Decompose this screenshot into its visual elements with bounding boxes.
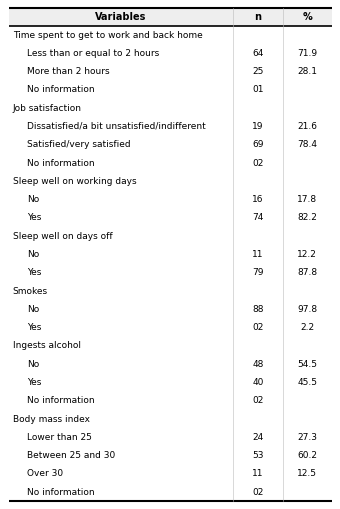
Text: No information: No information <box>27 397 95 405</box>
Text: Ingests alcohol: Ingests alcohol <box>13 342 81 350</box>
Text: %: % <box>302 12 312 22</box>
Text: 71.9: 71.9 <box>297 49 317 58</box>
Text: 87.8: 87.8 <box>297 268 317 277</box>
Text: 45.5: 45.5 <box>297 378 317 387</box>
Text: Over 30: Over 30 <box>27 469 63 478</box>
Text: 88: 88 <box>252 305 264 314</box>
Text: No: No <box>27 305 39 314</box>
Text: No information: No information <box>27 86 95 95</box>
Text: 21.6: 21.6 <box>297 122 317 131</box>
Text: Sleep well on working days: Sleep well on working days <box>13 177 136 186</box>
Text: Satisfied/very satisfied: Satisfied/very satisfied <box>27 140 131 149</box>
Text: 25: 25 <box>252 67 264 76</box>
Text: No: No <box>27 360 39 369</box>
Text: Yes: Yes <box>27 378 41 387</box>
Text: 12.2: 12.2 <box>298 250 317 259</box>
Text: 60.2: 60.2 <box>297 451 317 460</box>
Text: 02: 02 <box>252 159 264 167</box>
Text: 97.8: 97.8 <box>297 305 317 314</box>
Text: 02: 02 <box>252 397 264 405</box>
Text: Between 25 and 30: Between 25 and 30 <box>27 451 116 460</box>
Text: 48: 48 <box>252 360 264 369</box>
Text: 28.1: 28.1 <box>297 67 317 76</box>
Text: No: No <box>27 250 39 259</box>
Text: 40: 40 <box>252 378 264 387</box>
Text: Yes: Yes <box>27 323 41 332</box>
Text: 17.8: 17.8 <box>297 195 317 204</box>
Text: 16: 16 <box>252 195 264 204</box>
Text: n: n <box>255 12 261 22</box>
Text: More than 2 hours: More than 2 hours <box>27 67 110 76</box>
Text: 54.5: 54.5 <box>297 360 317 369</box>
Text: 11: 11 <box>252 469 264 478</box>
Text: 12.5: 12.5 <box>297 469 317 478</box>
Bar <box>8 8 332 26</box>
Text: No information: No information <box>27 488 95 497</box>
Text: 74: 74 <box>252 213 264 222</box>
Text: 11: 11 <box>252 250 264 259</box>
Text: 82.2: 82.2 <box>298 213 317 222</box>
Text: 24: 24 <box>252 433 264 442</box>
Text: Sleep well on days off: Sleep well on days off <box>13 232 112 241</box>
Text: 64: 64 <box>252 49 264 58</box>
Text: Job satisfaction: Job satisfaction <box>13 104 82 112</box>
Text: Variables: Variables <box>95 12 147 22</box>
Text: No: No <box>27 195 39 204</box>
Text: 69: 69 <box>252 140 264 149</box>
Text: Dissatisfied/a bit unsatisfied/indifferent: Dissatisfied/a bit unsatisfied/indiffere… <box>27 122 206 131</box>
Text: No information: No information <box>27 159 95 167</box>
Text: Time spent to get to work and back home: Time spent to get to work and back home <box>13 31 202 40</box>
Text: 19: 19 <box>252 122 264 131</box>
Text: 2.2: 2.2 <box>300 323 315 332</box>
Text: 27.3: 27.3 <box>297 433 317 442</box>
Text: 79: 79 <box>252 268 264 277</box>
Text: Body mass index: Body mass index <box>13 414 89 423</box>
Text: 53: 53 <box>252 451 264 460</box>
Text: Smokes: Smokes <box>13 287 48 296</box>
Text: 78.4: 78.4 <box>297 140 317 149</box>
Text: 02: 02 <box>252 488 264 497</box>
Text: 01: 01 <box>252 86 264 95</box>
Text: Yes: Yes <box>27 268 41 277</box>
Text: Lower than 25: Lower than 25 <box>27 433 92 442</box>
Text: Less than or equal to 2 hours: Less than or equal to 2 hours <box>27 49 159 58</box>
Text: Yes: Yes <box>27 213 41 222</box>
Text: 02: 02 <box>252 323 264 332</box>
